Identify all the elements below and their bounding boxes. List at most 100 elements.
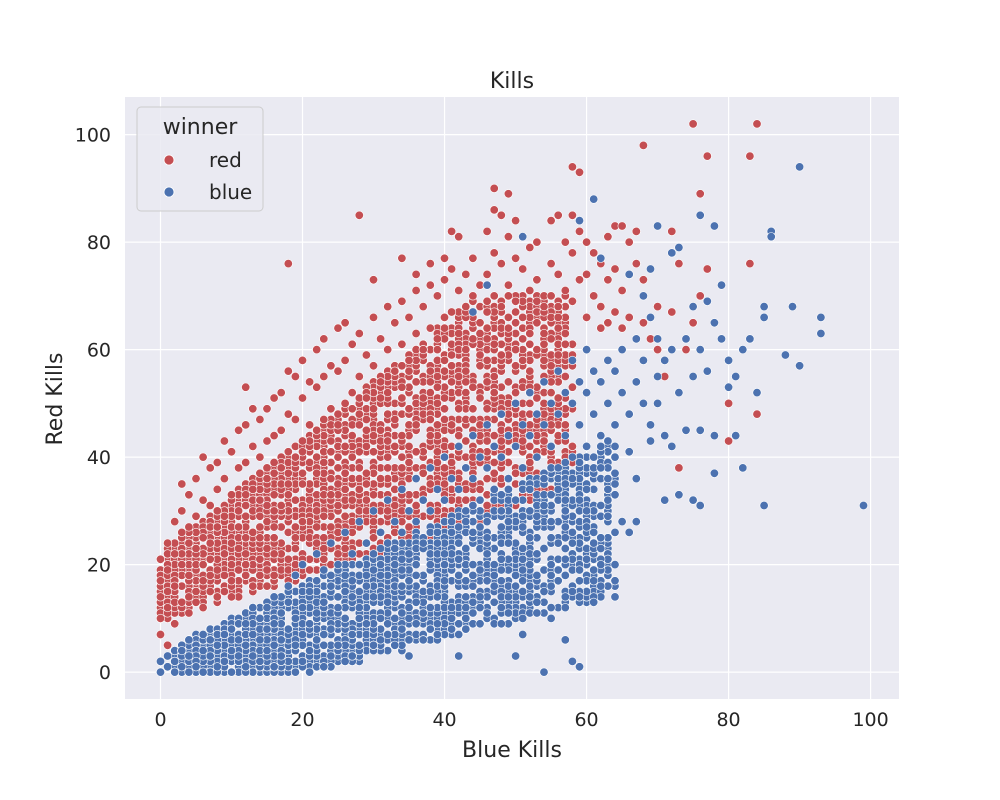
- series-blue-point: [347, 549, 357, 559]
- series-blue-point: [511, 651, 521, 661]
- series-red-point: [312, 506, 322, 516]
- series-red-point: [503, 280, 513, 290]
- series-red-point: [553, 312, 563, 322]
- series-red-point: [191, 511, 201, 521]
- series-red-point: [546, 259, 556, 269]
- series-red-point: [354, 371, 364, 381]
- series-blue-point: [482, 549, 492, 559]
- series-red-point: [390, 500, 400, 510]
- series-blue-point: [205, 635, 215, 645]
- series-red-point: [447, 264, 457, 274]
- series-blue-point: [290, 570, 300, 580]
- series-red-point: [262, 463, 272, 473]
- series-red-point: [482, 269, 492, 279]
- series-blue-point: [156, 667, 166, 677]
- series-red-point: [724, 436, 734, 446]
- series-blue-point: [319, 565, 329, 575]
- series-red-point: [340, 441, 350, 451]
- series-red-point: [269, 431, 279, 441]
- series-red-point: [212, 457, 222, 467]
- series-blue-point: [326, 538, 336, 548]
- series-red-point: [511, 216, 521, 226]
- series-blue-point: [496, 522, 506, 532]
- series-blue-point: [368, 506, 378, 516]
- series-blue-point: [603, 495, 613, 505]
- series-blue-point: [518, 232, 528, 242]
- series-blue-point: [255, 656, 265, 666]
- series-red-point: [241, 549, 251, 559]
- series-red-point: [475, 350, 485, 360]
- series-red-point: [567, 382, 577, 392]
- series-red-point: [695, 291, 705, 301]
- series-blue-point: [489, 597, 499, 607]
- series-red-point: [582, 237, 592, 247]
- series-red-point: [432, 334, 442, 344]
- series-red-point: [489, 468, 499, 478]
- series-blue-point: [340, 613, 350, 623]
- series-blue-point: [319, 640, 329, 650]
- series-blue-point: [319, 597, 329, 607]
- series-blue-point: [411, 570, 421, 580]
- series-blue-point: [397, 554, 407, 564]
- series-red-point: [532, 275, 542, 285]
- series-red-point: [482, 436, 492, 446]
- series-blue-point: [425, 603, 435, 613]
- series-red-point: [454, 371, 464, 381]
- series-red-point: [219, 511, 229, 521]
- series-red-point: [411, 377, 421, 387]
- series-red-point: [212, 592, 222, 602]
- series-red-point: [432, 371, 442, 381]
- series-blue-point: [177, 646, 187, 656]
- series-red-point: [383, 452, 393, 462]
- series-blue-point: [496, 576, 506, 586]
- series-blue-point: [454, 554, 464, 564]
- series-red-point: [255, 554, 265, 564]
- series-red-point: [589, 291, 599, 301]
- series-blue-point: [461, 543, 471, 553]
- series-blue-point: [219, 629, 229, 639]
- series-red-point: [283, 366, 293, 376]
- series-red-point: [269, 490, 279, 500]
- series-red-point: [255, 468, 265, 478]
- series-blue-point: [475, 603, 485, 613]
- series-blue-point: [170, 667, 180, 677]
- series-blue-point: [567, 527, 577, 537]
- series-red-point: [312, 425, 322, 435]
- series-red-point: [219, 570, 229, 580]
- series-blue-point: [560, 479, 570, 489]
- series-blue-point: [447, 613, 457, 623]
- series-red-point: [212, 506, 222, 516]
- series-red-point: [305, 457, 315, 467]
- series-blue-point: [368, 640, 378, 650]
- series-red-point: [163, 538, 173, 548]
- series-red-point: [525, 366, 535, 376]
- series-red-point: [198, 560, 208, 570]
- series-red-point: [503, 323, 513, 333]
- series-red-point: [617, 285, 627, 295]
- series-red-point: [219, 474, 229, 484]
- series-blue-point: [532, 570, 542, 580]
- series-red-point: [411, 447, 421, 457]
- series-blue-point: [241, 662, 251, 672]
- series-red-point: [198, 576, 208, 586]
- series-red-point: [411, 285, 421, 295]
- series-red-point: [567, 210, 577, 220]
- series-red-point: [319, 554, 329, 564]
- series-blue-point: [596, 581, 606, 591]
- series-red-point: [489, 431, 499, 441]
- series-blue-point: [496, 565, 506, 575]
- series-blue-point: [475, 452, 485, 462]
- series-red-point: [333, 463, 343, 473]
- series-red-point: [170, 517, 180, 527]
- series-blue-point: [461, 613, 471, 623]
- series-blue-point: [468, 500, 478, 510]
- series-red-point: [340, 511, 350, 521]
- series-red-point: [234, 565, 244, 575]
- series-red-point: [241, 560, 251, 570]
- series-red-point: [745, 151, 755, 161]
- series-blue-point: [582, 484, 592, 494]
- series-red-point: [333, 409, 343, 419]
- series-blue-point: [354, 640, 364, 650]
- series-red-point: [184, 490, 194, 500]
- series-red-point: [411, 500, 421, 510]
